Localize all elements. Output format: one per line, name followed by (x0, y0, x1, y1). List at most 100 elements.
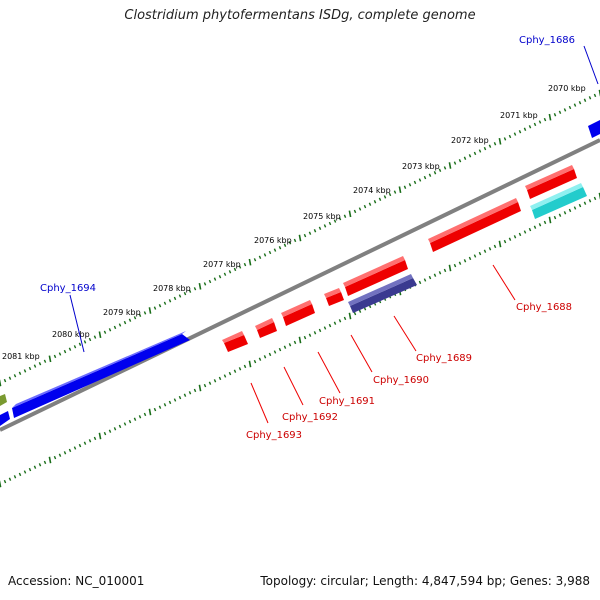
minor-tick (183, 393, 187, 397)
gene-cphy-1694[interactable] (12, 331, 190, 418)
minor-tick (533, 122, 537, 127)
minor-tick (23, 369, 27, 373)
scale-label: 2076 kbp (254, 236, 292, 245)
minor-tick (558, 213, 562, 217)
gene-label-cphy-1690[interactable]: Cphy_1690 (373, 375, 429, 386)
minor-tick (108, 429, 112, 433)
minor-tick (508, 134, 512, 139)
minor-tick (478, 149, 482, 153)
leader-line-cphy-1691 (317, 351, 341, 394)
gene-label-cphy-1693[interactable]: Cphy_1693 (246, 430, 302, 441)
minor-tick (18, 472, 22, 477)
gene-cphy-1690[interactable] (343, 256, 408, 296)
minor-tick (313, 331, 317, 335)
minor-tick (393, 190, 397, 194)
genome-summary-text: Topology: circular; Length: 4,847,594 bp… (260, 574, 590, 588)
major-tick (248, 258, 252, 266)
gene-small-red[interactable] (324, 288, 344, 306)
minor-tick (463, 156, 467, 160)
gene-red-upper-right[interactable] (525, 165, 577, 199)
minor-tick (343, 214, 347, 218)
minor-tick (8, 477, 12, 481)
gene-label-cphy-1694[interactable]: Cphy_1694 (40, 283, 96, 294)
minor-tick (493, 142, 497, 146)
gene-label-cphy-1692[interactable]: Cphy_1692 (282, 412, 338, 423)
major-tick (398, 186, 402, 194)
gene-left-edge-blue[interactable] (0, 411, 10, 426)
minor-tick (113, 325, 117, 330)
minor-tick (278, 347, 282, 352)
gene-cphy-1686[interactable] (588, 120, 600, 138)
minor-tick (543, 220, 547, 225)
scale-labels: 2070 kbp 2071 kbp 2072 kbp 2073 kbp 2074… (2, 84, 586, 361)
minor-tick (138, 313, 142, 317)
minor-tick (133, 316, 137, 320)
minor-tick (278, 246, 282, 250)
minor-tick (458, 261, 462, 265)
minor-tick (543, 117, 547, 122)
minor-tick (328, 323, 332, 328)
minor-tick (143, 412, 147, 417)
minor-tick (8, 376, 12, 380)
minor-tick (228, 270, 232, 274)
minor-tick (203, 383, 207, 388)
gene-left-edge-olive[interactable] (0, 394, 7, 406)
minor-tick (528, 227, 532, 232)
gene-cphy-1689[interactable] (348, 274, 417, 313)
minor-tick (433, 273, 437, 277)
minor-tick (93, 335, 97, 339)
major-tick (498, 240, 502, 248)
gene-cphy-1688[interactable] (428, 198, 521, 252)
minor-tick (318, 328, 322, 333)
minor-tick (328, 221, 332, 226)
minor-tick (288, 241, 292, 245)
gene-label-cphy-1691[interactable]: Cphy_1691 (319, 396, 375, 407)
leader-line-cphy-1689 (393, 315, 417, 352)
minor-tick (158, 405, 162, 409)
major-tick (348, 210, 352, 218)
minor-tick (503, 239, 507, 244)
gene-cphy-1691[interactable] (281, 300, 315, 326)
minor-tick (193, 388, 197, 393)
minor-tick (88, 439, 92, 443)
minor-tick (243, 364, 247, 369)
minor-tick (308, 231, 312, 235)
leader-line-cphy-1686 (583, 45, 599, 85)
minor-tick (323, 326, 327, 330)
minor-tick (228, 371, 232, 376)
minor-tick (253, 258, 257, 262)
minor-tick (488, 144, 492, 148)
minor-tick (273, 350, 277, 354)
minor-tick (68, 448, 72, 453)
minor-tick (188, 391, 192, 395)
gene-label-cphy-1689[interactable]: Cphy_1689 (416, 353, 472, 364)
minor-tick (163, 403, 167, 407)
minor-tick (103, 431, 107, 436)
minor-tick (333, 219, 337, 223)
scale-label: 2075 kbp (303, 212, 341, 221)
gene-cyan[interactable] (530, 183, 587, 219)
gene-cphy-1693[interactable] (222, 331, 248, 352)
minor-tick (213, 277, 217, 281)
minor-tick (333, 321, 337, 325)
scale-label: 2072 kbp (451, 136, 489, 145)
minor-tick (523, 127, 527, 131)
minor-tick (578, 101, 582, 105)
gene-label-cphy-1686[interactable]: Cphy_1686 (519, 35, 575, 46)
major-tick (448, 162, 452, 169)
major-tick (298, 234, 302, 242)
minor-tick (68, 347, 72, 351)
gene-cphy-1692[interactable] (255, 318, 277, 338)
minor-tick (168, 400, 172, 405)
minor-tick (468, 256, 472, 261)
minor-tick (223, 374, 227, 378)
minor-tick (573, 103, 577, 107)
minor-tick (38, 463, 42, 467)
minor-tick (353, 209, 357, 214)
minor-tick (408, 183, 412, 187)
scale-label: 2081 kbp (2, 352, 40, 361)
minor-tick (88, 337, 92, 342)
gene-label-cphy-1688[interactable]: Cphy_1688 (516, 302, 572, 313)
minor-tick (108, 328, 112, 332)
minor-tick (78, 443, 82, 448)
